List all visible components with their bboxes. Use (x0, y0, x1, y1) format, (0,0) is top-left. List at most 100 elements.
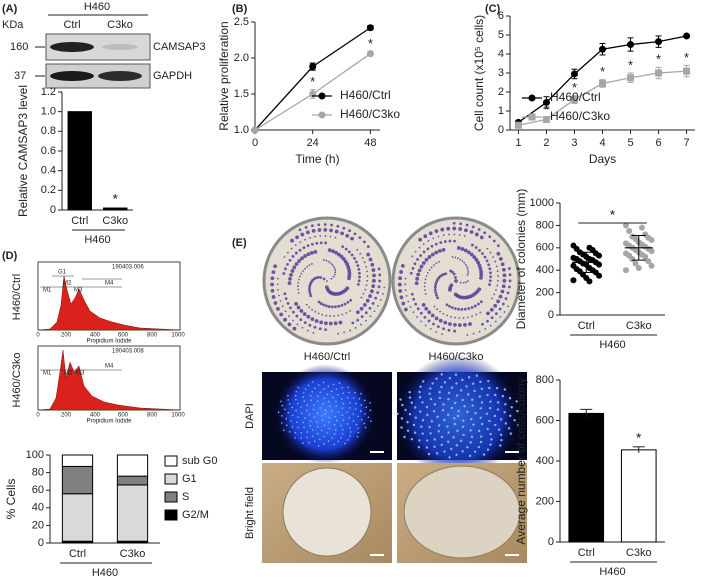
colony-dot (362, 292, 365, 295)
nucleus (486, 393, 489, 397)
colony-dot (483, 231, 487, 235)
nucleus (348, 407, 351, 409)
nucleus (428, 392, 431, 395)
colony-dot (494, 312, 498, 315)
flow-tick: 600 (118, 413, 129, 419)
colony-dot (404, 283, 407, 286)
colony-dot (450, 306, 454, 310)
nucleus (335, 400, 337, 403)
colony-dot (306, 230, 310, 235)
colony-dot (294, 301, 299, 306)
colony-dot (344, 247, 348, 251)
colony-dot (410, 292, 414, 296)
legend-swatch (164, 491, 178, 503)
nucleus (403, 435, 406, 439)
nucleus (494, 423, 497, 427)
stain-label: DAPI (244, 403, 256, 429)
flow-tick: 0 (36, 413, 40, 419)
nucleus (287, 394, 289, 397)
colony-dot (383, 286, 386, 289)
colony-dot (347, 276, 351, 281)
colony-dot (474, 257, 479, 262)
flow-gate: M2 (64, 371, 73, 377)
colony-dot (479, 276, 483, 280)
colony-dot (427, 310, 432, 315)
blot-band (50, 42, 94, 52)
colony-dot (317, 223, 321, 227)
colony-dot (329, 228, 333, 233)
point (622, 222, 629, 229)
colony-dot (424, 306, 429, 311)
flow-gate: M3 (76, 371, 85, 377)
colony-dot (465, 223, 469, 227)
colony-dot (317, 228, 322, 232)
colony-dot (441, 333, 443, 336)
significance: * (684, 50, 689, 65)
nucleus (300, 437, 302, 439)
nucleus (446, 440, 450, 444)
colony-dot (474, 232, 479, 237)
colony-dot (463, 235, 466, 237)
flow-gate: M3 (74, 288, 83, 294)
nucleus (354, 402, 357, 405)
colony-dot (487, 263, 491, 267)
y-tick-label: 1.0 (41, 106, 56, 118)
colony-dot (366, 252, 371, 257)
y-tick-label: 0.6 (41, 145, 56, 157)
colony-dot (334, 271, 337, 274)
nucleus (426, 413, 429, 417)
colony-dot (422, 243, 425, 245)
colony-dot (378, 279, 382, 283)
brightfield-colony (403, 465, 521, 559)
nucleus (331, 396, 334, 399)
nucleus (354, 391, 356, 394)
colony-dot (498, 307, 502, 311)
nucleus (327, 385, 330, 388)
colony-dot (378, 273, 382, 277)
colony-dot (311, 263, 313, 265)
colony-dot (370, 262, 375, 267)
colony-dot (435, 262, 438, 265)
y-axis-label: Diameter of colonies (mm) (514, 189, 528, 330)
nucleus (316, 412, 319, 414)
colony-dot (292, 310, 295, 314)
nucleus (432, 410, 436, 413)
colony-dot (360, 296, 363, 299)
y-axis-label: % Cells (4, 479, 18, 520)
panel-label: (A) (2, 3, 18, 15)
colony-dot (357, 268, 361, 271)
nucleus (433, 438, 436, 441)
colony-dot (371, 278, 376, 283)
colony-dot (481, 322, 484, 326)
nucleus (450, 386, 454, 389)
nucleus (418, 396, 422, 399)
y-tick-label: 0.4 (41, 165, 56, 177)
flow-tick: 600 (118, 333, 129, 339)
colony-dot (403, 307, 408, 312)
nucleus (313, 440, 316, 443)
blot-lane: C3ko (107, 19, 133, 31)
nucleus (342, 392, 344, 394)
colony-dot (457, 257, 459, 260)
nucleus (501, 394, 505, 398)
colony-dot (432, 322, 435, 326)
nucleus (364, 413, 366, 415)
colony-dot (271, 295, 276, 299)
colony-dot (412, 297, 416, 301)
colony-dot (329, 315, 332, 318)
colony-dot (464, 228, 468, 233)
colony-dot (365, 298, 370, 303)
colony-dot (304, 267, 306, 270)
flow-tick: 0 (36, 333, 40, 339)
colony-dot (478, 266, 483, 271)
nucleus (310, 399, 312, 401)
nucleus (337, 411, 340, 413)
nucleus (400, 417, 404, 420)
point (635, 264, 642, 271)
flow-xlabel: Propidium Iodide (86, 339, 132, 345)
colony-dot (424, 292, 427, 295)
nucleus (342, 402, 345, 405)
colony-dot (306, 314, 311, 319)
nucleus (448, 377, 452, 380)
colony-dot (284, 267, 287, 271)
